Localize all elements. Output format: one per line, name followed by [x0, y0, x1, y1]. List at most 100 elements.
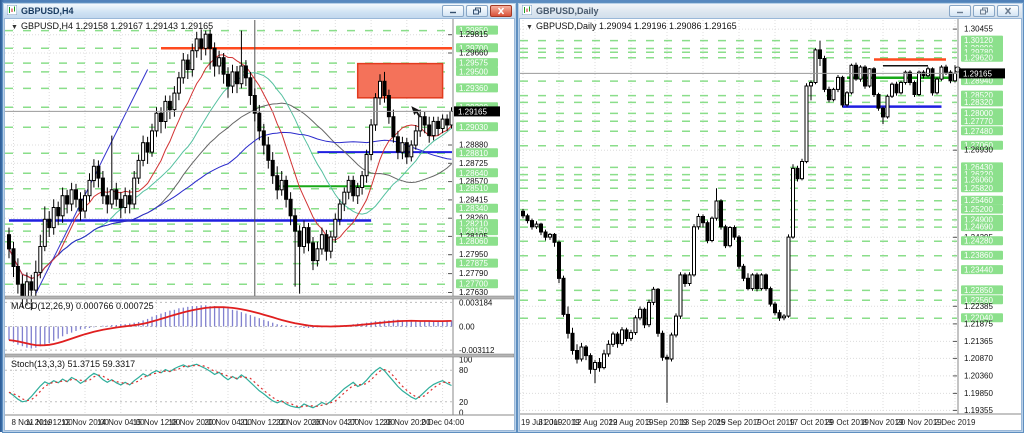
- svg-text:20: 20: [459, 398, 468, 407]
- svg-text:1.29575: 1.29575: [459, 59, 488, 68]
- svg-text:27 Nov 12:00: 27 Nov 12:00: [347, 418, 395, 427]
- svg-text:3 Sep 2019: 3 Sep 2019: [647, 418, 688, 427]
- ma-21: [8, 72, 452, 279]
- minimize-button[interactable]: [949, 5, 971, 17]
- svg-text:21 Nov 12:00: 21 Nov 12:00: [240, 418, 288, 427]
- svg-text:1.23440: 1.23440: [964, 266, 993, 275]
- window-title: GBPUSD,H4: [21, 6, 74, 16]
- svg-text:1.20360: 1.20360: [964, 371, 993, 380]
- ma-50: [8, 131, 452, 279]
- svg-text:1.28880: 1.28880: [459, 141, 488, 150]
- svg-text:1.29620: 1.29620: [964, 53, 993, 62]
- svg-text:12 Nov 20:00: 12 Nov 20:00: [61, 418, 109, 427]
- macd-panel: 0.003184 0.00 -0.003112: [5, 298, 495, 355]
- svg-text:1.28340: 1.28340: [459, 204, 488, 213]
- window-titlebar[interactable]: GBPUSD,Daily: [519, 4, 1022, 19]
- svg-text:1.26930: 1.26930: [964, 146, 993, 155]
- current-price-tag: [959, 68, 1005, 79]
- svg-text:12 Aug 2019: 12 Aug 2019: [573, 418, 618, 427]
- svg-text:1.29165: 1.29165: [458, 107, 487, 116]
- chart-info-line[interactable]: ▼ GBPUSD,H4 1.29158 1.29167 1.29143 1.291…: [11, 21, 214, 31]
- chart-info-line[interactable]: ▼ GBPUSD,Daily 1.29094 1.29196 1.29086 1.…: [526, 21, 737, 31]
- svg-text:19 Jul 2019: 19 Jul 2019: [521, 418, 563, 427]
- svg-text:13 Sep 2019: 13 Sep 2019: [680, 418, 726, 427]
- chevron-down-icon[interactable]: ▼: [11, 24, 18, 31]
- svg-text:1.24900: 1.24900: [964, 215, 993, 224]
- close-button[interactable]: [490, 5, 512, 17]
- svg-text:1.27875: 1.27875: [459, 259, 488, 268]
- ma-10: [8, 54, 452, 279]
- pivot-level-lines: [520, 39, 957, 319]
- svg-text:15 Nov 12:00: 15 Nov 12:00: [133, 418, 181, 427]
- svg-text:22 Nov 20:00: 22 Nov 20:00: [276, 418, 324, 427]
- svg-text:1.24690: 1.24690: [964, 223, 993, 232]
- svg-text:1.26220: 1.26220: [964, 170, 993, 179]
- stoch-k-line: [8, 363, 452, 409]
- svg-text:1.29360: 1.29360: [459, 84, 488, 93]
- chart-area-daily[interactable]: 1.304551.301201.298901.297801.296201.289…: [519, 18, 1022, 431]
- candles: [7, 29, 454, 311]
- svg-text:31 Jul 2019: 31 Jul 2019: [538, 418, 580, 427]
- svg-text:1.27480: 1.27480: [964, 127, 993, 136]
- restore-button[interactable]: [973, 5, 995, 17]
- svg-text:1.27790: 1.27790: [459, 269, 488, 278]
- svg-text:1.28640: 1.28640: [459, 169, 488, 178]
- svg-text:1.27700: 1.27700: [459, 280, 488, 289]
- svg-text:1.28150: 1.28150: [459, 227, 488, 236]
- window-titlebar[interactable]: GBPUSD,H4: [4, 4, 515, 19]
- svg-text:1.19850: 1.19850: [964, 389, 993, 398]
- macd-indicator-label: MACD(12,26,9) 0.000766 0.000725: [11, 301, 154, 311]
- svg-text:1.21365: 1.21365: [964, 337, 993, 346]
- restore-button[interactable]: [466, 5, 488, 17]
- svg-text:0: 0: [459, 408, 464, 417]
- svg-text:8 Nov 2019: 8 Nov 2019: [12, 418, 53, 427]
- svg-text:0.00: 0.00: [459, 323, 475, 332]
- chart-canvas-daily[interactable]: 1.304551.301201.298901.297801.296201.289…: [520, 19, 1021, 431]
- grid-vertical: [522, 20, 956, 413]
- svg-text:1.19355: 1.19355: [964, 406, 993, 415]
- svg-text:1.28105: 1.28105: [459, 232, 488, 241]
- grid-horizontal: [5, 34, 452, 293]
- svg-text:1.23860: 1.23860: [964, 251, 993, 260]
- svg-text:1.22850: 1.22850: [964, 286, 993, 295]
- svg-text:1.27060: 1.27060: [964, 141, 993, 150]
- svg-text:1.29500: 1.29500: [459, 67, 488, 76]
- chart-area-h4[interactable]: 1.29850 1.29815 1.29700 1.29660 1.29575 1.295…: [4, 18, 515, 431]
- svg-text:2 Dec 2019: 2 Dec 2019: [935, 418, 976, 427]
- minimize-button[interactable]: [442, 5, 464, 17]
- macd-signal-line: [8, 306, 452, 347]
- svg-text:1.29850: 1.29850: [459, 26, 488, 35]
- svg-text:25 Sep 2019: 25 Sep 2019: [716, 418, 762, 427]
- svg-text:1.22560: 1.22560: [964, 296, 993, 305]
- svg-text:1.28520: 1.28520: [964, 91, 993, 100]
- svg-text:1.28060: 1.28060: [459, 237, 488, 246]
- svg-text:1.28260: 1.28260: [459, 214, 488, 223]
- svg-text:7 Oct 2019: 7 Oct 2019: [755, 418, 795, 427]
- svg-text:20 Nov 04:00: 20 Nov 04:00: [204, 418, 252, 427]
- svg-text:1.28725: 1.28725: [459, 159, 488, 168]
- svg-text:1.21875: 1.21875: [964, 319, 993, 328]
- svg-text:1.28320: 1.28320: [964, 98, 993, 107]
- close-button[interactable]: [997, 5, 1019, 17]
- current-price-tag: [454, 106, 500, 117]
- svg-text:1.26430: 1.26430: [964, 163, 993, 172]
- window-title: GBPUSD,Daily: [536, 6, 599, 16]
- svg-text:18 Nov 20:00: 18 Nov 20:00: [169, 418, 217, 427]
- svg-text:1.29165: 1.29165: [963, 69, 992, 78]
- svg-text:1.27770: 1.27770: [964, 117, 993, 126]
- svg-text:1.28000: 1.28000: [964, 109, 993, 118]
- svg-text:14 Nov 04:00: 14 Nov 04:00: [97, 418, 145, 427]
- svg-text:26 Nov 04:00: 26 Nov 04:00: [312, 418, 360, 427]
- chevron-down-icon[interactable]: ▼: [526, 24, 533, 31]
- svg-text:1.27950: 1.27950: [459, 250, 488, 259]
- trendline: [35, 69, 149, 294]
- panel-separator: [5, 353, 514, 358]
- svg-text:2 Dec 04:00: 2 Dec 04:00: [421, 418, 465, 427]
- svg-text:1.28810: 1.28810: [459, 149, 488, 158]
- svg-text:1.29815: 1.29815: [459, 30, 488, 39]
- svg-text:1.29660: 1.29660: [459, 49, 488, 58]
